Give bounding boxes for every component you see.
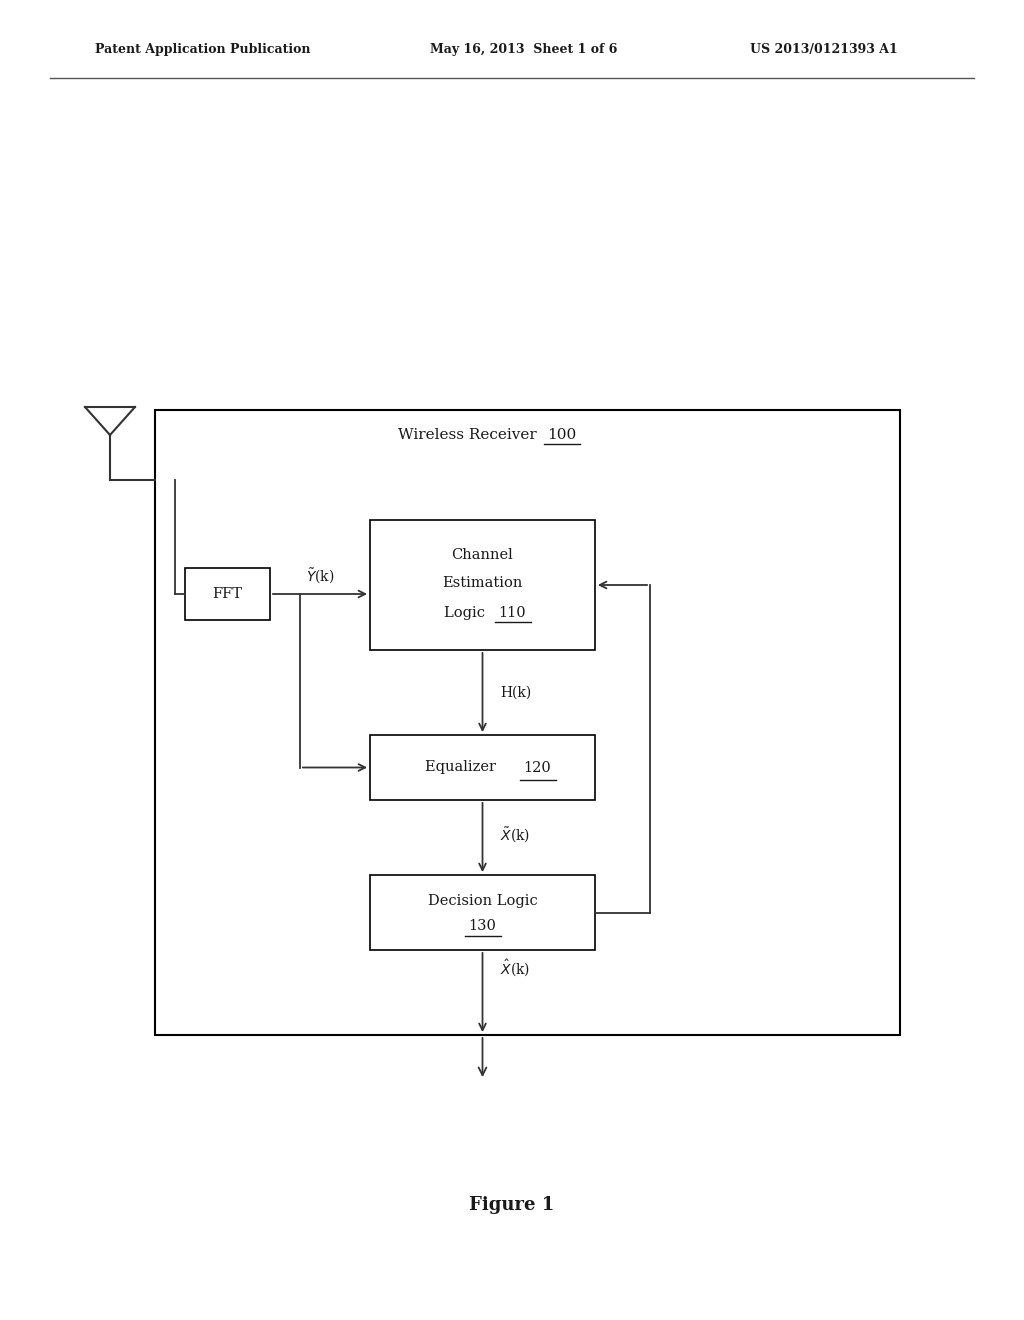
Text: $\hat{X}$(k): $\hat{X}$(k) <box>501 957 530 978</box>
Text: Logic: Logic <box>443 606 489 620</box>
Text: H(k): H(k) <box>501 685 531 700</box>
Bar <box>370 520 595 649</box>
Text: 110: 110 <box>499 606 526 620</box>
Text: $\tilde{X}$(k): $\tilde{X}$(k) <box>501 826 530 845</box>
Text: Wireless Receiver: Wireless Receiver <box>398 428 542 442</box>
Text: Estimation: Estimation <box>442 576 522 590</box>
Text: Decision Logic: Decision Logic <box>428 894 538 908</box>
Text: Channel: Channel <box>452 548 513 562</box>
Bar <box>185 568 270 620</box>
Text: Figure 1: Figure 1 <box>469 1196 555 1214</box>
Text: US 2013/0121393 A1: US 2013/0121393 A1 <box>750 44 898 57</box>
Bar <box>370 735 595 800</box>
Text: FFT: FFT <box>213 587 243 601</box>
Text: Patent Application Publication: Patent Application Publication <box>95 44 310 57</box>
Text: $\tilde{Y}$(k): $\tilde{Y}$(k) <box>306 566 334 586</box>
Text: 130: 130 <box>469 920 497 933</box>
Text: 120: 120 <box>523 760 551 775</box>
Bar <box>370 875 595 950</box>
Text: May 16, 2013  Sheet 1 of 6: May 16, 2013 Sheet 1 of 6 <box>430 44 617 57</box>
Text: 100: 100 <box>548 428 577 442</box>
Bar <box>155 411 900 1035</box>
Text: Equalizer: Equalizer <box>425 760 501 775</box>
